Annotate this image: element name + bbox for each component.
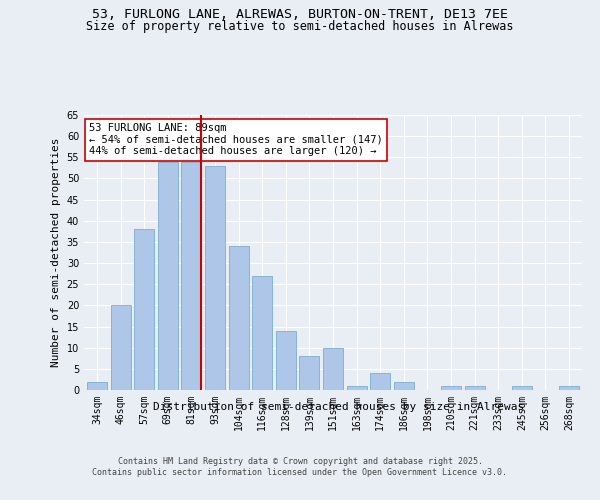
Bar [181,162,202,390]
Bar [299,356,319,390]
Bar [370,373,390,390]
Text: Size of property relative to semi-detached houses in Alrewas: Size of property relative to semi-detach… [86,20,514,33]
Text: Contains HM Land Registry data © Crown copyright and database right 2025.
Contai: Contains HM Land Registry data © Crown c… [92,458,508,477]
Bar [229,246,248,390]
Text: Distribution of semi-detached houses by size in Alrewas: Distribution of semi-detached houses by … [154,402,524,412]
Bar [441,386,461,390]
Bar [394,382,414,390]
Bar [512,386,532,390]
Text: 53 FURLONG LANE: 89sqm
← 54% of semi-detached houses are smaller (147)
44% of se: 53 FURLONG LANE: 89sqm ← 54% of semi-det… [89,123,383,156]
Bar [252,276,272,390]
Bar [110,306,131,390]
Bar [87,382,107,390]
Bar [158,162,178,390]
Bar [134,229,154,390]
Bar [464,386,485,390]
Y-axis label: Number of semi-detached properties: Number of semi-detached properties [51,138,61,367]
Bar [205,166,225,390]
Bar [323,348,343,390]
Bar [276,331,296,390]
Bar [347,386,367,390]
Bar [559,386,579,390]
Text: 53, FURLONG LANE, ALREWAS, BURTON-ON-TRENT, DE13 7EE: 53, FURLONG LANE, ALREWAS, BURTON-ON-TRE… [92,8,508,20]
